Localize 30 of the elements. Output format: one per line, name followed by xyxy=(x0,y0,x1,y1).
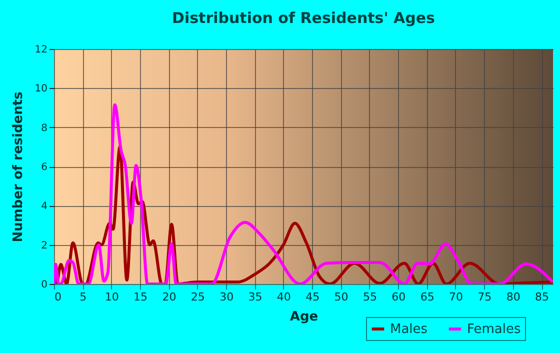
x-tick-label: 65 xyxy=(420,290,434,304)
x-tick-label: 20 xyxy=(162,290,176,304)
y-tick-label: 8 xyxy=(41,122,48,134)
y-tick-label: 6 xyxy=(41,162,48,173)
x-tick-label: 80 xyxy=(506,290,520,304)
y-tick-label: 2 xyxy=(41,240,48,252)
legend-label: Males xyxy=(390,322,428,337)
legend-label: Females xyxy=(467,322,522,337)
x-tick-label: 60 xyxy=(392,290,406,304)
y-tick-label: 4 xyxy=(41,201,48,212)
y-tick-label: 0 xyxy=(41,280,48,290)
x-axis-title: Age xyxy=(290,310,318,324)
y-tick-label: 10 xyxy=(34,84,48,95)
x-tick-label: 10 xyxy=(104,290,119,304)
y-axis-title: Number of residents xyxy=(10,91,26,242)
y-tick-label: 12 xyxy=(34,44,48,56)
x-tick-label: 45 xyxy=(306,290,320,304)
x-tick-label: 70 xyxy=(448,290,463,304)
x-tick-label: 5 xyxy=(80,290,87,304)
x-tick-label: 85 xyxy=(535,290,550,304)
x-tick-label: 0 xyxy=(54,290,62,304)
chart-title: Distribution of Residents' Ages xyxy=(172,9,436,27)
x-tick-label: 15 xyxy=(134,290,148,304)
x-tick-label: 30 xyxy=(220,290,234,304)
x-tick-label: 55 xyxy=(362,290,377,304)
x-tick-label: 40 xyxy=(276,290,291,304)
x-tick-label: 25 xyxy=(190,290,205,304)
x-tick-label: 35 xyxy=(248,290,262,304)
x-tick-label: 50 xyxy=(334,290,348,304)
x-tick-label: 75 xyxy=(478,290,492,304)
